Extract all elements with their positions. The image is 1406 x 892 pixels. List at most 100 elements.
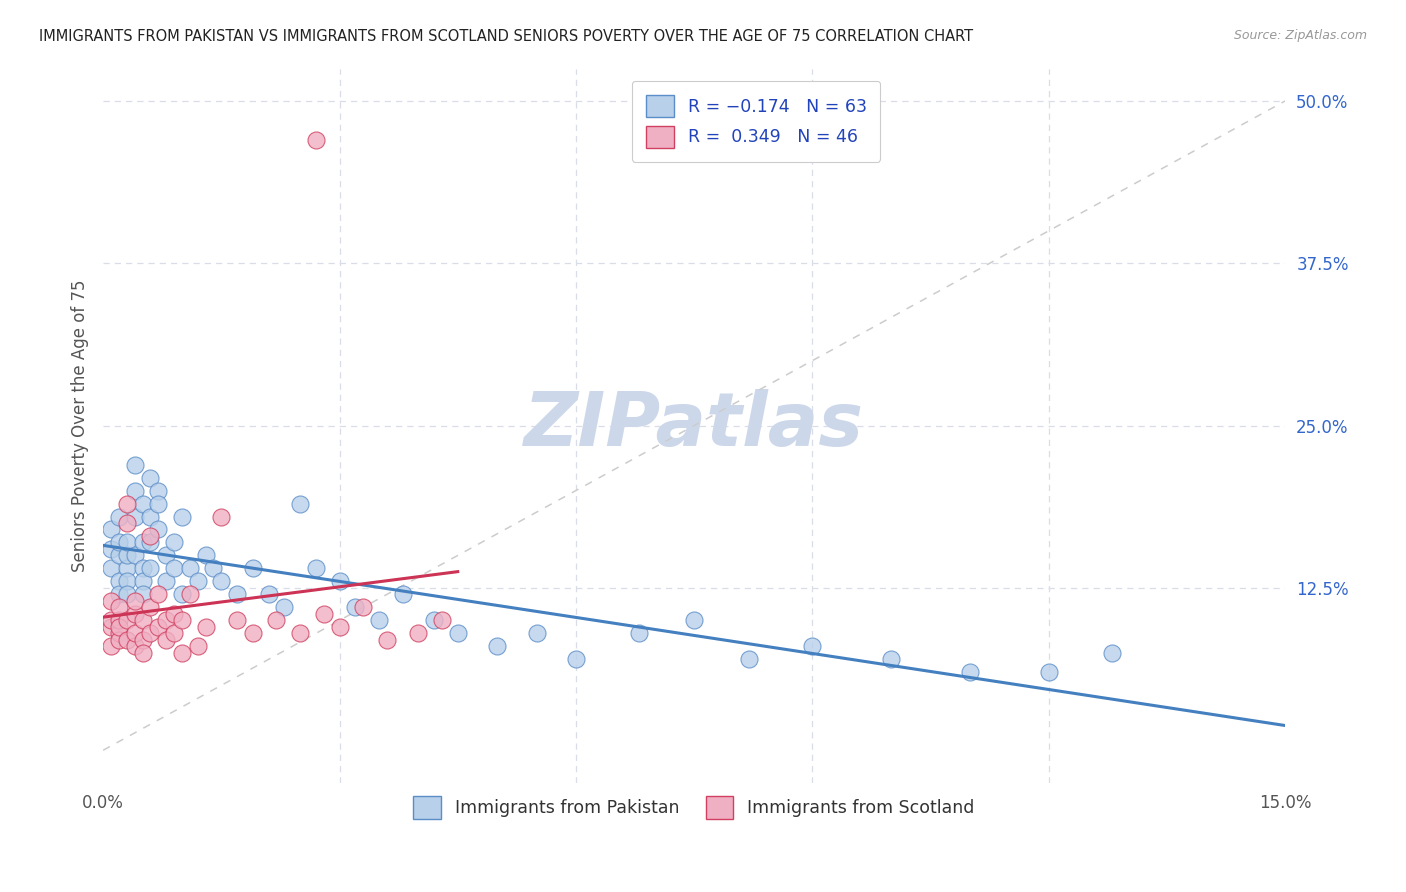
Point — [242, 626, 264, 640]
Point — [100, 620, 122, 634]
Point — [115, 632, 138, 647]
Point — [423, 614, 446, 628]
Point — [288, 626, 311, 640]
Point — [108, 549, 131, 563]
Point — [880, 652, 903, 666]
Point — [100, 523, 122, 537]
Point — [108, 626, 131, 640]
Point — [124, 509, 146, 524]
Point — [115, 535, 138, 549]
Text: ZIPatlas: ZIPatlas — [524, 389, 865, 462]
Point — [115, 496, 138, 510]
Point — [312, 607, 335, 621]
Point — [486, 640, 509, 654]
Point — [526, 626, 548, 640]
Point — [139, 626, 162, 640]
Point — [108, 587, 131, 601]
Point — [124, 549, 146, 563]
Point — [108, 614, 131, 628]
Point — [163, 626, 186, 640]
Point — [131, 614, 153, 628]
Legend: Immigrants from Pakistan, Immigrants from Scotland: Immigrants from Pakistan, Immigrants fro… — [406, 789, 981, 825]
Point — [305, 133, 328, 147]
Point — [738, 652, 761, 666]
Point — [148, 587, 170, 601]
Point — [179, 587, 201, 601]
Point — [209, 574, 232, 589]
Point — [408, 626, 430, 640]
Point — [257, 587, 280, 601]
Point — [124, 626, 146, 640]
Point — [100, 640, 122, 654]
Y-axis label: Seniors Poverty Over the Age of 75: Seniors Poverty Over the Age of 75 — [72, 279, 89, 572]
Point — [187, 574, 209, 589]
Point — [801, 640, 824, 654]
Point — [1038, 665, 1060, 680]
Point — [187, 640, 209, 654]
Point — [139, 509, 162, 524]
Point — [124, 458, 146, 472]
Point — [139, 529, 162, 543]
Point — [430, 614, 453, 628]
Point — [100, 541, 122, 556]
Point — [139, 535, 162, 549]
Point — [108, 600, 131, 615]
Point — [328, 574, 350, 589]
Point — [155, 614, 177, 628]
Point — [108, 535, 131, 549]
Point — [131, 574, 153, 589]
Point — [148, 523, 170, 537]
Point — [194, 620, 217, 634]
Point — [155, 549, 177, 563]
Point — [115, 587, 138, 601]
Point — [170, 614, 193, 628]
Point — [108, 509, 131, 524]
Text: Source: ZipAtlas.com: Source: ZipAtlas.com — [1233, 29, 1367, 42]
Point — [273, 600, 295, 615]
Point — [131, 561, 153, 575]
Point — [131, 632, 153, 647]
Point — [124, 607, 146, 621]
Point — [1101, 646, 1123, 660]
Point — [100, 594, 122, 608]
Point — [148, 496, 170, 510]
Point — [683, 614, 706, 628]
Point — [124, 483, 146, 498]
Text: IMMIGRANTS FROM PAKISTAN VS IMMIGRANTS FROM SCOTLAND SENIORS POVERTY OVER THE AG: IMMIGRANTS FROM PAKISTAN VS IMMIGRANTS F… — [39, 29, 973, 44]
Point — [163, 535, 186, 549]
Point — [155, 574, 177, 589]
Point — [375, 632, 398, 647]
Point — [627, 626, 650, 640]
Point — [226, 614, 249, 628]
Point — [179, 561, 201, 575]
Point — [139, 470, 162, 484]
Point — [108, 632, 131, 647]
Point — [226, 587, 249, 601]
Point — [100, 561, 122, 575]
Point — [115, 574, 138, 589]
Point — [328, 620, 350, 634]
Point — [115, 549, 138, 563]
Point — [131, 646, 153, 660]
Point — [288, 496, 311, 510]
Point — [352, 600, 374, 615]
Point — [209, 509, 232, 524]
Point — [108, 574, 131, 589]
Point — [155, 632, 177, 647]
Point — [100, 614, 122, 628]
Point — [242, 561, 264, 575]
Point — [170, 509, 193, 524]
Point — [148, 620, 170, 634]
Point — [131, 535, 153, 549]
Point — [124, 594, 146, 608]
Point — [108, 620, 131, 634]
Point — [163, 561, 186, 575]
Point — [124, 640, 146, 654]
Point — [447, 626, 470, 640]
Point — [266, 614, 288, 628]
Point — [148, 483, 170, 498]
Point — [139, 600, 162, 615]
Point — [163, 607, 186, 621]
Point — [202, 561, 225, 575]
Point — [959, 665, 981, 680]
